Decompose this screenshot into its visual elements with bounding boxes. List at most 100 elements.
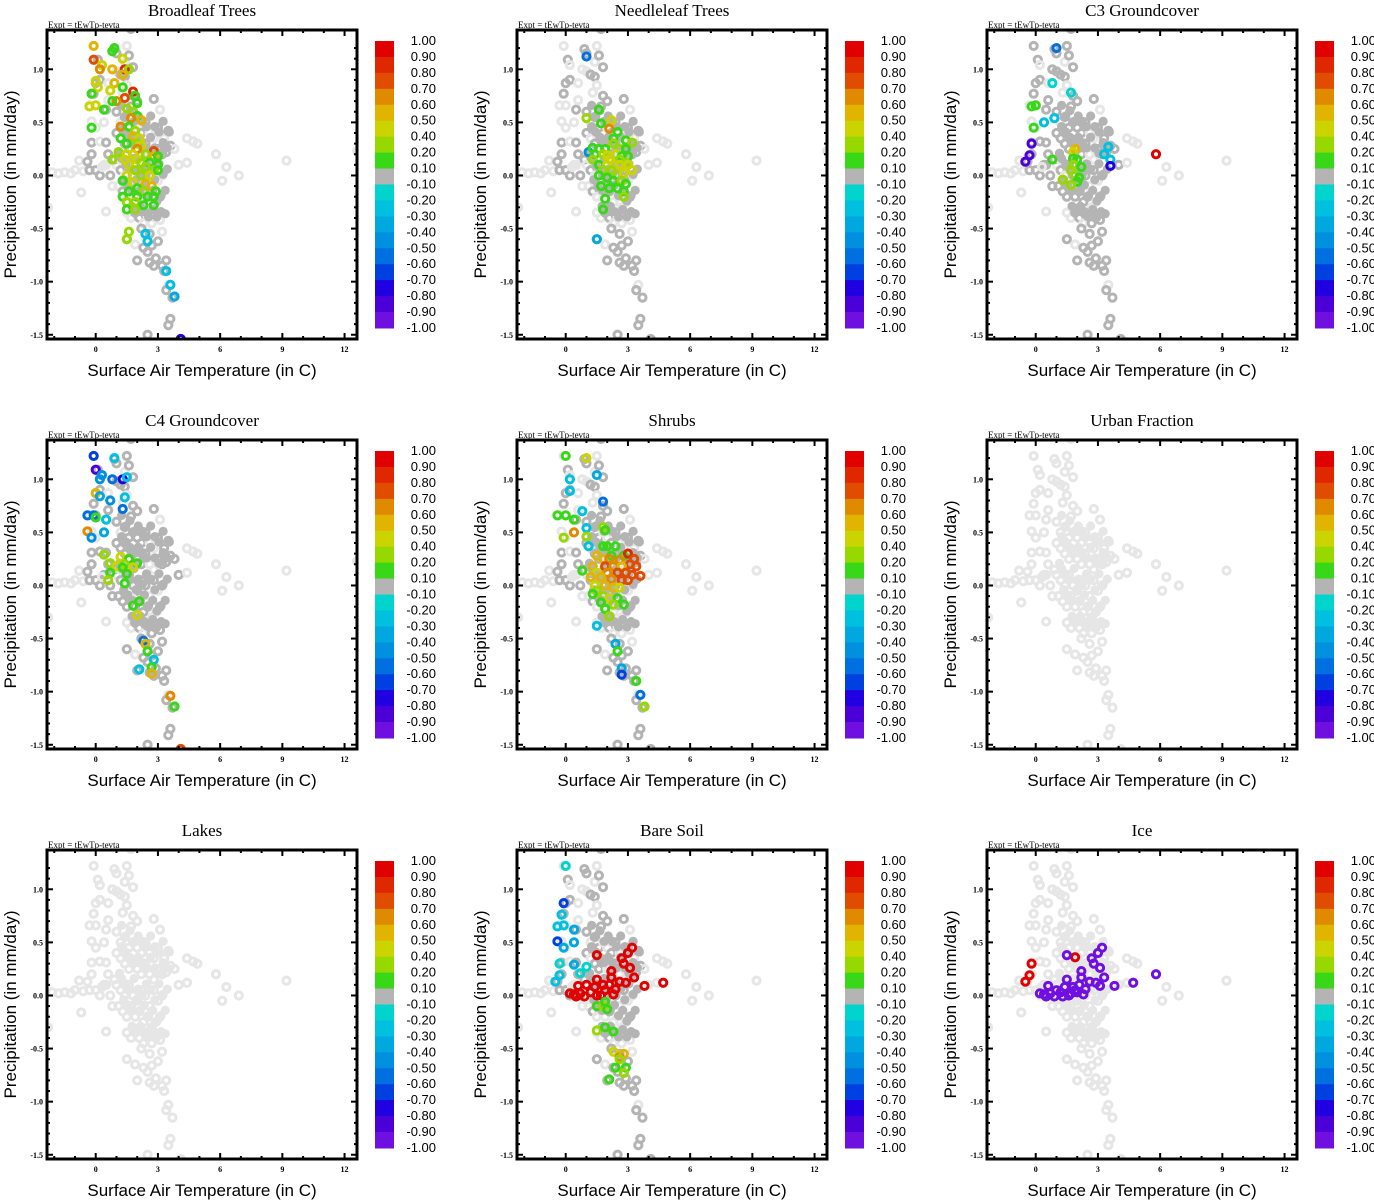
- colorbar-bin: [1315, 892, 1334, 910]
- data-point: [581, 452, 592, 464]
- colorbar-bin: [845, 1068, 864, 1085]
- colorbar-label: 0.20: [1351, 145, 1374, 160]
- colorbar-label: -0.50: [1346, 650, 1374, 665]
- colorbar-label: 0.50: [1351, 113, 1374, 128]
- y-tick-label: -1.0: [500, 278, 513, 287]
- colorbar-label: 0.90: [1351, 49, 1374, 64]
- data-point-base: [587, 907, 598, 918]
- data-point-core: [158, 526, 168, 536]
- data-point-base: [76, 597, 87, 608]
- colorbar-label: -0.80: [876, 288, 906, 303]
- y-tick-label: 0.0: [503, 581, 513, 590]
- colorbar-bin: [1315, 200, 1334, 217]
- data-point-base: [1051, 516, 1062, 527]
- y-tick-label: 1.0: [973, 475, 983, 484]
- colorbar-bin: [845, 264, 864, 281]
- data-point-core: [144, 1032, 154, 1042]
- data-point-base: [1061, 80, 1072, 91]
- expt-label: Expt = tEwTp-tevta: [48, 20, 120, 30]
- data-point: [1150, 969, 1162, 980]
- expt-label: Expt = tEwTp-tevta: [48, 430, 120, 440]
- data-point: [94, 64, 105, 75]
- points-layer: [987, 850, 1297, 1159]
- data-point-base: [1040, 206, 1052, 217]
- data-point: [117, 503, 128, 515]
- colorbar-bin: [845, 674, 864, 691]
- data-point-base: [210, 969, 222, 980]
- colorbar-bin: [1315, 956, 1334, 974]
- colorbar-bin: [1315, 876, 1334, 894]
- data-point-base: [1040, 1026, 1052, 1037]
- data-point: [610, 541, 621, 552]
- x-tick-label: 12: [1281, 1165, 1289, 1174]
- colorbar: 1.000.900.800.700.600.500.400.200.10-0.1…: [845, 443, 906, 745]
- data-point-base: [1059, 71, 1070, 82]
- y-tick-label: -0.5: [30, 635, 43, 644]
- colorbar-bin: [1315, 168, 1334, 185]
- y-tick-label: 0.5: [503, 118, 513, 127]
- colorbar-label: -1.00: [876, 1140, 906, 1155]
- data-point-base: [121, 40, 132, 52]
- data-point-base: [539, 165, 551, 176]
- colorbar-label: 1.00: [1351, 443, 1374, 458]
- colorbar-label: 0.90: [411, 49, 436, 64]
- colorbar-label: -0.80: [1346, 288, 1374, 303]
- data-point-base: [1072, 255, 1083, 266]
- data-point-base: [573, 94, 584, 106]
- data-point-base: [558, 498, 569, 509]
- panel-title: C3 Groundcover: [1085, 1, 1199, 20]
- data-point: [1026, 958, 1037, 969]
- data-point-core: [595, 926, 605, 936]
- data-point-core: [158, 116, 168, 126]
- data-point-core: [1086, 542, 1096, 552]
- colorbar-label: 0.60: [1351, 97, 1374, 112]
- data-point: [626, 165, 638, 176]
- colorbar-label: 0.50: [411, 523, 436, 538]
- data-point-core: [630, 185, 640, 195]
- colorbar-label: 0.80: [411, 475, 436, 490]
- colorbar-bin: [1315, 184, 1334, 201]
- data-point-base: [1103, 730, 1114, 741]
- data-point-base: [1084, 638, 1095, 649]
- data-point-base: [570, 206, 582, 217]
- data-point-base: [142, 1066, 153, 1078]
- data-point-core: [616, 931, 626, 941]
- colorbar-bin: [1315, 104, 1334, 122]
- data-point-base: [1076, 633, 1087, 644]
- colorbar-bin: [845, 642, 864, 659]
- data-point-base: [1173, 990, 1184, 1001]
- data-point-core: [1069, 563, 1079, 574]
- data-point-base: [1099, 265, 1110, 277]
- data-point-core: [1057, 920, 1067, 930]
- points-layer: [987, 30, 1297, 339]
- data-point-core: [1100, 185, 1110, 195]
- colorbar-label: -0.80: [406, 1108, 436, 1123]
- data-point-base: [1034, 879, 1045, 891]
- colorbar: 1.000.900.800.700.600.500.400.200.10-0.1…: [1315, 853, 1374, 1155]
- colorbar-label: -0.60: [1346, 1076, 1374, 1091]
- data-point-base: [1016, 187, 1027, 198]
- data-point-core: [160, 1005, 170, 1015]
- x-tick-label: 0: [1034, 1165, 1038, 1174]
- data-point-base: [1036, 161, 1048, 173]
- data-point-core: [125, 984, 135, 994]
- data-point: [560, 860, 571, 872]
- data-point: [626, 137, 638, 148]
- data-point: [581, 979, 592, 990]
- panel-title: Shrubs: [648, 411, 695, 430]
- data-point: [105, 495, 116, 506]
- data-point: [591, 950, 602, 961]
- data-point-core: [129, 973, 139, 984]
- data-point-base: [1043, 94, 1054, 106]
- x-tick-label: 6: [1158, 345, 1162, 354]
- colorbar-label: -0.90: [406, 714, 436, 729]
- colorbar-bin: [375, 892, 394, 910]
- data-point-base: [125, 440, 136, 445]
- colorbar-bin: [845, 120, 864, 138]
- data-point: [639, 980, 650, 992]
- panel-title: Needleleaf Trees: [615, 1, 730, 20]
- data-point-core: [1100, 595, 1110, 605]
- x-tick-label: 0: [94, 755, 98, 764]
- data-point-core: [117, 920, 127, 930]
- colorbar-bin: [845, 88, 864, 106]
